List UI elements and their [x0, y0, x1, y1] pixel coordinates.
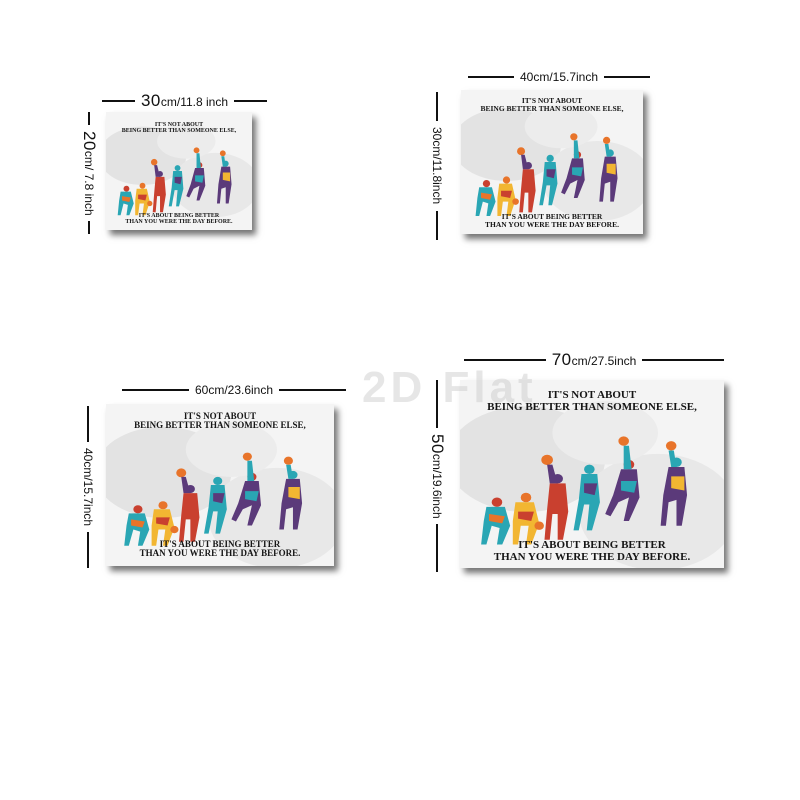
- quote-bottom-line-1: IT'S ABOUT BEING BETTER: [518, 539, 666, 551]
- height-value: 30cm/11.8inch: [430, 127, 444, 205]
- height-dimension-40cm: 40cm/15.7inch: [78, 406, 98, 569]
- width-dimension-30cm: 30cm/11.8 inch: [102, 91, 268, 111]
- height-value: 50: [428, 433, 447, 454]
- dimension-line: [436, 524, 438, 572]
- quote-top-line-1: IT'S NOT ABOUT: [547, 389, 637, 401]
- watercolor-background: [106, 422, 334, 566]
- width-unit: cm/11.8 inch: [160, 95, 229, 109]
- quote-bottom-line-2: THAN YOU WERE THE DAY BEFORE.: [139, 548, 301, 559]
- dimension-line: [234, 100, 268, 102]
- quote-bottom-line-1: IT'S ABOUT BEING BETTER: [501, 212, 603, 221]
- width-value: 30: [140, 91, 161, 110]
- dimension-line: [604, 76, 651, 78]
- dimension-line: [464, 359, 546, 361]
- dimension-line: [88, 221, 90, 234]
- poster-preview-30x20: IT'S NOT ABOUT BEING BETTER THAN SOMEONE …: [106, 112, 252, 230]
- quote-bottom-line-1: IT'S ABOUT BEING BETTER: [159, 539, 281, 549]
- quote-top-line-1: IT'S NOT ABOUT: [183, 411, 257, 421]
- quote-top-line-1: IT'S NOT ABOUT: [521, 96, 583, 105]
- height-value: 20: [80, 130, 99, 151]
- dimension-line: [122, 389, 189, 391]
- poster-preview-60x40: IT'S NOT ABOUT BEING BETTER THAN SOMEONE …: [106, 404, 334, 566]
- poster-preview-70x50: IT'S NOT ABOUT BEING BETTER THAN SOMEONE …: [460, 380, 724, 568]
- dimension-line: [88, 112, 90, 125]
- height-unit: cm/19.6inch: [430, 453, 444, 519]
- width-value: 60cm/23.6inch: [194, 383, 274, 397]
- quote-bottom-line-2: THAN YOU WERE THE DAY BEFORE.: [493, 550, 691, 563]
- quote-top-line-2: BEING BETTER THAN SOMEONE ELSE,: [121, 128, 237, 135]
- quote-top-line-2: BEING BETTER THAN SOMEONE ELSE,: [134, 420, 306, 431]
- dimension-line: [436, 210, 438, 240]
- dimension-line: [436, 380, 438, 428]
- quote-top-line-2: BEING BETTER THAN SOMEONE ELSE,: [487, 400, 697, 413]
- watercolor-background: [106, 123, 252, 218]
- dimension-line: [436, 92, 438, 122]
- height-dimension-50cm: 50cm/19.6inch: [426, 380, 448, 572]
- watercolor-background: [460, 401, 724, 568]
- height-dimension-30cm: 30cm/11.8inch: [428, 92, 446, 240]
- dimension-line: [468, 76, 514, 78]
- width-value: 70: [551, 350, 572, 369]
- quote-bottom-line-1: IT'S ABOUT BEING BETTER: [138, 213, 220, 219]
- watercolor-background: [461, 104, 643, 222]
- height-unit: cm/ 7.8 inch: [82, 150, 96, 216]
- poster-preview-40x30: IT'S NOT ABOUT BEING BETTER THAN SOMEONE …: [461, 90, 643, 234]
- width-dimension-40cm: 40cm/15.7inch: [468, 68, 651, 86]
- quote-top-line-2: BEING BETTER THAN SOMEONE ELSE,: [480, 103, 624, 113]
- dimension-line: [642, 359, 724, 361]
- height-dimension-20cm: 20cm/ 7.8 inch: [78, 112, 100, 234]
- quote-top-line-1: IT'S NOT ABOUT: [154, 122, 204, 128]
- watermark: 2D Flat: [362, 363, 537, 412]
- width-value: 40cm/15.7inch: [519, 70, 599, 84]
- height-value: 40cm/15.7inch: [81, 447, 95, 527]
- dimension-line: [87, 406, 89, 442]
- dimension-line: [102, 100, 135, 102]
- quote-bottom-line-2: THAN YOU WERE THE DAY BEFORE.: [125, 219, 233, 226]
- width-dimension-60cm: 60cm/23.6inch: [122, 381, 347, 399]
- width-dimension-70cm: 70cm/27.5inch: [464, 350, 724, 370]
- dimension-line: [279, 389, 347, 391]
- width-unit: cm/27.5inch: [571, 354, 637, 368]
- dimension-line: [87, 532, 89, 569]
- quote-bottom-line-2: THAN YOU WERE THE DAY BEFORE.: [485, 219, 619, 229]
